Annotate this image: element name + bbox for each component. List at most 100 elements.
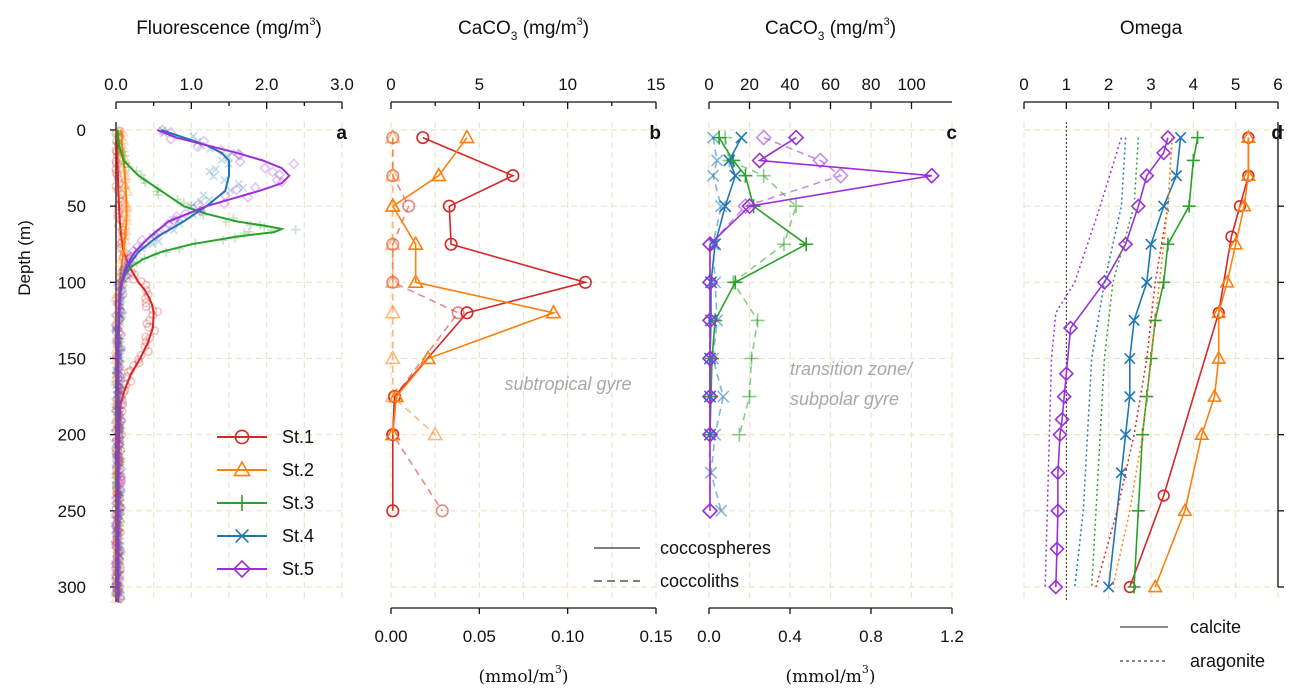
fluorescence-point [141,298,151,308]
bottom-tick-label: 0.8 [859,627,883,646]
omega-line-St.2-aragonite [1112,137,1173,588]
fluorescence-point [111,322,123,334]
bottom-tick-label: 0.0 [697,627,721,646]
omega-line-St.2-calcite [1154,137,1250,588]
omega-marker [1145,238,1157,251]
caco3-marker [384,273,401,289]
bottom-tick-label: 1.2 [940,627,964,646]
fluorescence-point [119,271,131,283]
caco3-marker [714,504,728,517]
panel-c-title: CaCO3 (mg/m3) [765,16,896,43]
fluorescence-point [226,186,235,195]
caco3-marker [701,426,719,443]
fluorescence-point [111,159,121,169]
fluorescence-point [259,162,271,174]
omega-marker [1191,131,1205,145]
fluorescence-point [114,383,126,395]
fluorescence-point [111,532,123,544]
y-tick-label: 150 [58,350,86,369]
omega-marker [1054,411,1070,428]
top-tick-label: 5 [475,75,484,94]
fluorescence-point [115,349,125,359]
fluorescence-point [150,326,160,336]
panel-a-data [110,124,301,604]
caco3-marker [701,502,719,519]
caco3-marker [545,304,562,319]
caco3-marker [755,129,772,146]
top-tick-label: 4 [1189,75,1198,94]
caco3-marker [708,276,722,289]
fluorescence-point [156,124,168,136]
fluorescence-point [154,237,163,246]
caco3-marker [710,154,724,167]
fluorescence-point [198,135,210,147]
caco3-marker [384,349,401,365]
caco3-marker [717,390,730,403]
fluorescence-point [209,172,218,181]
caco3-marker [750,313,765,328]
caco3-marker [384,197,401,212]
fluorescence-point [142,319,152,329]
fluorescence-line-St.5 [117,129,291,603]
caco3-line-St.3-coccospheres [709,137,808,435]
caco3-marker [427,426,444,441]
y-tick-label: 300 [58,578,86,597]
omega-marker [1102,581,1115,593]
omega-line-St.5-calcite [1055,137,1169,588]
annotation: subpolar gyre [790,389,899,409]
omega-marker [1096,274,1113,290]
caco3-line-St.4-coccoliths [710,137,725,512]
caco3-marker [386,504,400,518]
caco3-marker [407,273,424,289]
fluorescence-point [114,284,124,294]
fluorescence-point [116,284,128,296]
top-tick-label: 0 [704,75,713,94]
panel-b: 0 5 10 15 CaCO3 (mg/m3) 0.00 0.05 0.10 0.15 (mmol… [374,16,672,687]
omega-marker [1157,489,1170,502]
panel-b-data [384,128,592,518]
caco3-marker [719,200,732,213]
annotation: transition zone/ [790,359,914,379]
fluorescence-point [115,493,125,503]
fluorescence-point [111,351,123,364]
fluorescence-point [111,578,123,590]
omega-marker [1131,504,1145,518]
legend-label-St.1: St.1 [282,427,314,447]
bottom-tick-label: 0.00 [374,627,407,646]
caco3-marker [444,237,458,251]
caco3-marker [384,167,401,182]
fluorescence-point [234,179,244,189]
caco3-line-St.2-coccospheres [391,137,557,435]
fluorescence-point [110,393,123,405]
caco3-marker [442,199,456,213]
caco3-marker [458,128,475,144]
fluorescence-point [115,435,124,445]
calcite-aragonite-legend: calcite aragonite [1120,617,1265,671]
caco3-line-St.1-coccospheres [392,136,589,511]
caco3-marker [402,199,416,213]
panel-letter: a [336,123,347,144]
caco3-line-St.5-coccoliths [709,136,843,511]
omega-marker [1052,427,1068,443]
caco3-marker [701,274,719,291]
legend-label-St.3: St.3 [282,493,314,513]
panel-d-data [1044,129,1256,595]
omega-marker [1128,314,1140,327]
omega-marker [1206,388,1223,402]
legend-label-calcite: calcite [1190,617,1241,637]
bottom-axis-label: (mmol/m3) [478,663,568,687]
omega-marker [1127,580,1141,594]
legend-marker-St.3 [234,495,250,511]
fluorescence-point [111,522,121,532]
omega-marker [1049,541,1065,557]
caco3-marker [744,351,759,366]
fluorescence-point [124,256,136,269]
legend-marker-St.2 [233,460,251,477]
caco3-marker [435,504,449,518]
caco3-marker [756,168,771,183]
fluorescence-point [120,385,130,395]
y-tick-label: 100 [58,273,86,292]
caco3-marker [701,350,719,367]
fluorescence-point [116,308,126,318]
panel-a-title: Fluorescence (mg/m3) [136,16,322,39]
